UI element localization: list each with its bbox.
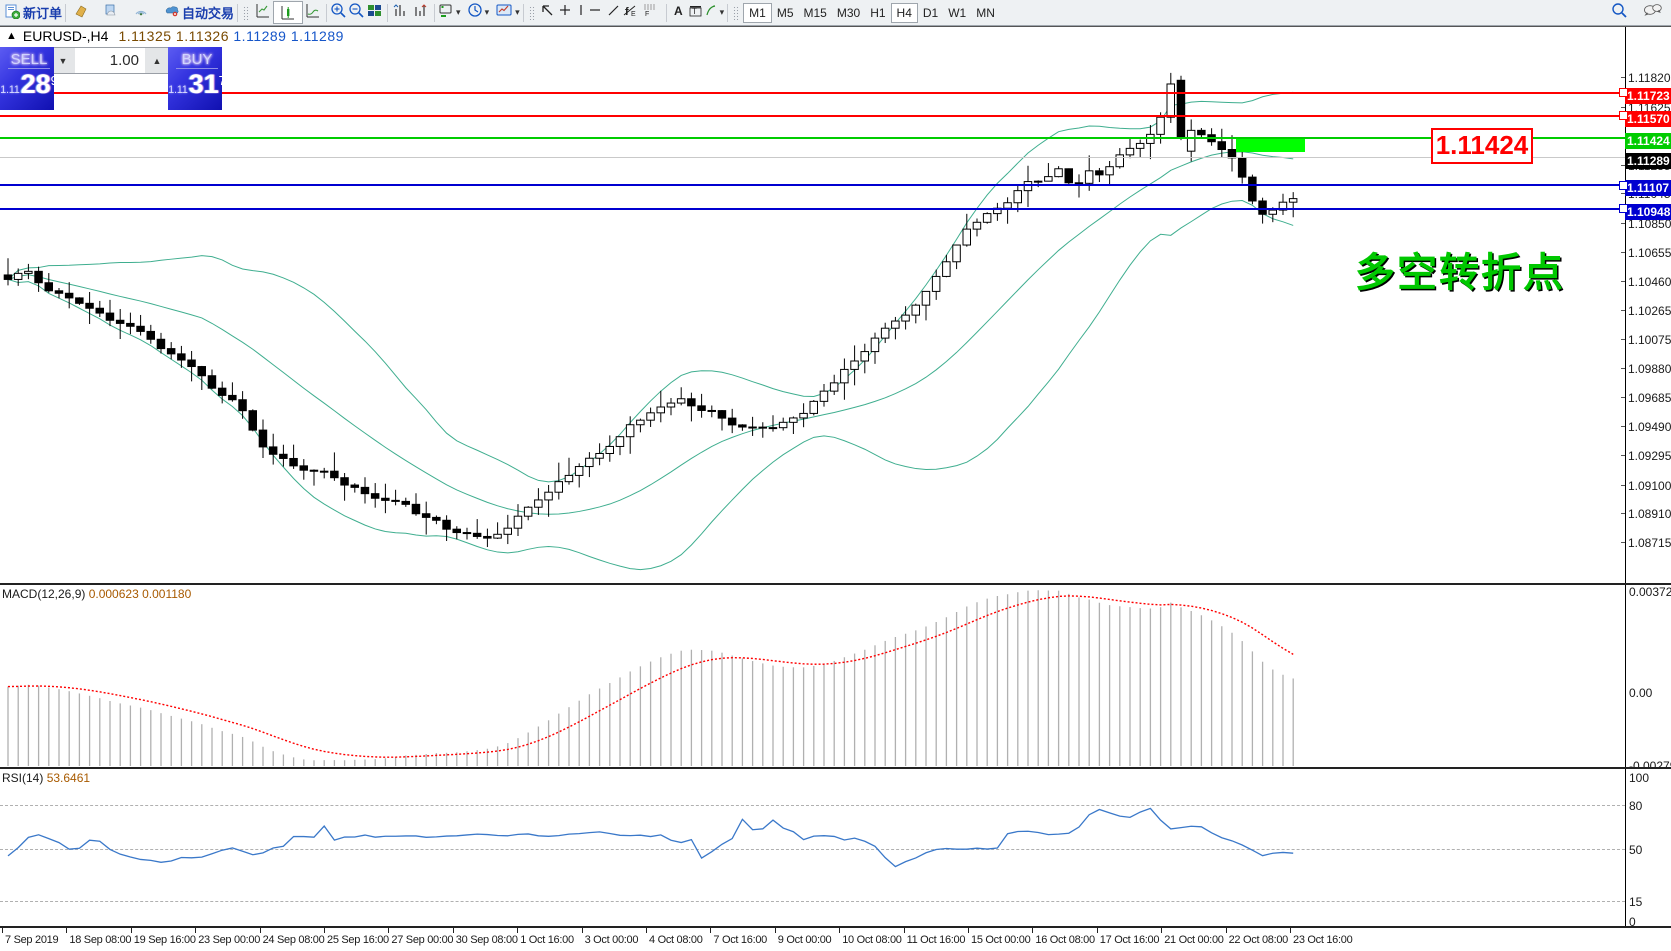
- svg-text:E: E: [631, 11, 636, 18]
- svg-text:A: A: [674, 4, 683, 18]
- svg-text:T: T: [692, 7, 697, 16]
- svg-text:F: F: [645, 11, 649, 18]
